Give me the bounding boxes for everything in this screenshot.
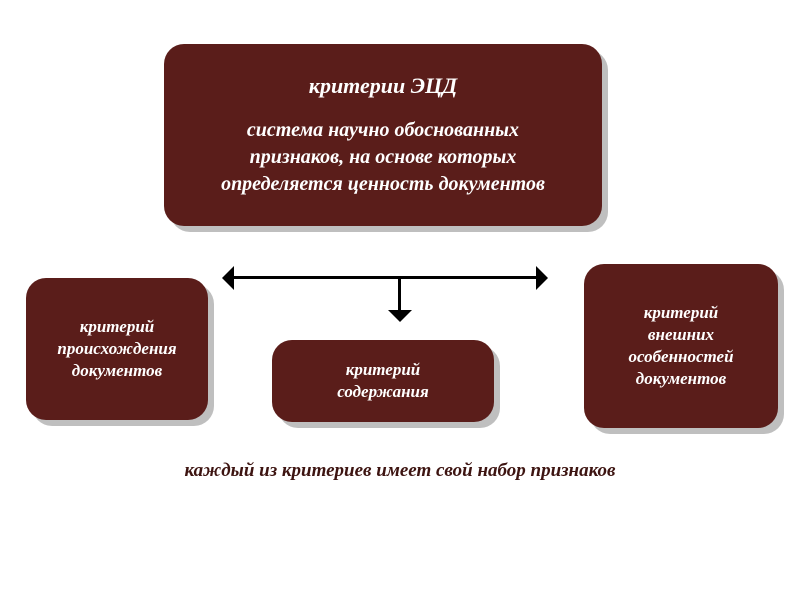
right-line: внешних — [648, 324, 714, 346]
center-line: содержания — [337, 381, 429, 403]
caption: каждый из критериев имеет свой набор при… — [90, 460, 710, 482]
top-body-line: определяется ценность документов — [221, 171, 545, 198]
arrow-horizontal — [234, 276, 536, 279]
arrow-head-down-icon — [388, 310, 412, 322]
left-line: документов — [72, 360, 162, 382]
top-box: критерии ЭЦД система научно обоснованных… — [164, 44, 602, 226]
left-line: происхождения — [57, 338, 176, 360]
top-title: критерии ЭЦД — [309, 73, 457, 99]
top-body-line: система научно обоснованных — [221, 117, 545, 144]
right-line: критерий — [644, 302, 719, 324]
arrow-head-right-icon — [536, 266, 548, 290]
top-body: система научно обоснованных признаков, н… — [221, 117, 545, 198]
right-line: особенностей — [628, 346, 733, 368]
center-box: критерий содержания — [272, 340, 494, 422]
top-body-line: признаков, на основе которых — [221, 144, 545, 171]
right-box: критерий внешних особенностей документов — [584, 264, 778, 428]
right-line: документов — [636, 368, 726, 390]
center-line: критерий — [346, 359, 421, 381]
left-line: критерий — [80, 316, 155, 338]
arrow-vertical — [398, 276, 401, 310]
left-box: критерий происхождения документов — [26, 278, 208, 420]
arrow-head-left-icon — [222, 266, 234, 290]
